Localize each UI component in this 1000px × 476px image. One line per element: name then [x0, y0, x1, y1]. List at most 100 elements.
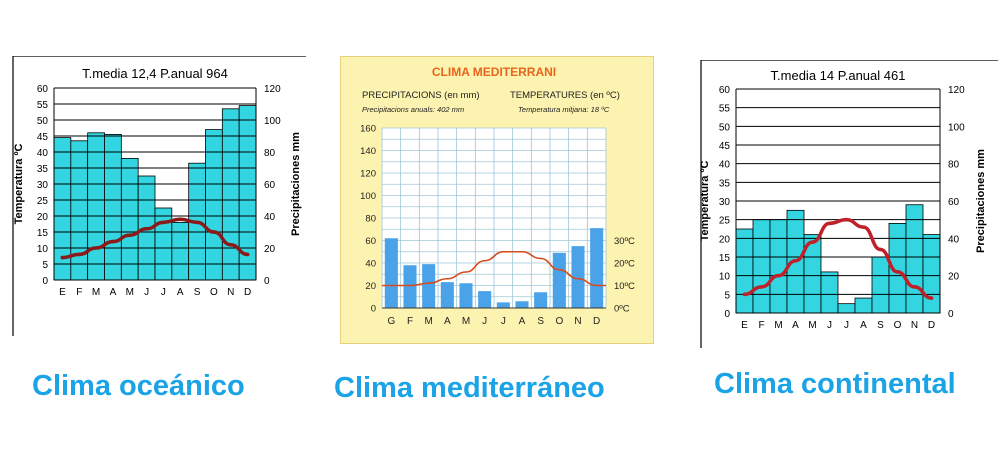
month-label-N: N [574, 316, 581, 327]
left-tick-label: 20 [719, 234, 731, 245]
month-label-M: M [808, 320, 816, 331]
precipitation-bar-J [837, 303, 856, 314]
left-tick-label: 80 [365, 214, 376, 225]
left-tick-label: 0 [724, 309, 730, 320]
chart-oceanic-svg: T.media 12,4 P.anual 964 0 5 10 15 20 25 30 35 40… [12, 55, 306, 336]
precipitation-annual: Precipitacions anuals: 402 mm [362, 105, 464, 114]
precipitation-bar-A [104, 134, 122, 281]
left-tick-label: 30 [37, 180, 49, 191]
month-label-A: A [444, 316, 451, 327]
precipitation-bar-F [752, 219, 771, 314]
month-label-A: A [792, 320, 799, 331]
temperature-point-E [742, 292, 747, 297]
left-tick-label: 10 [37, 244, 49, 255]
left-tick-label: 60 [719, 85, 731, 96]
temperature-title: TEMPERATURES (en ºC) [510, 90, 620, 101]
month-label-M: M [462, 316, 470, 327]
temperature-point-A [111, 239, 115, 244]
temperature-point-D [929, 296, 934, 300]
left-tick-label: 20 [365, 281, 376, 292]
left-tick-label: 45 [719, 141, 731, 152]
left-tick-label: 40 [37, 148, 49, 159]
precipitation-bar-G [384, 238, 398, 308]
right-tick-label: 120 [948, 85, 965, 96]
left-tick-label: 100 [360, 191, 376, 202]
precipitation-bar-D [590, 228, 604, 308]
right-tick-label: 10ºC [614, 281, 635, 292]
month-label-J: J [144, 287, 149, 298]
right-tick-label: 100 [948, 122, 965, 133]
right-tick-label: 60 [948, 197, 960, 208]
precipitation-bar-A [440, 282, 454, 308]
temperature-point-N [228, 243, 233, 247]
left-tick-label: 25 [37, 196, 49, 207]
precipitation-bar-M [459, 283, 473, 308]
precipitation-bar-M [769, 219, 788, 314]
left-tick-label: 20 [37, 212, 49, 223]
left-tick-label: 35 [719, 178, 731, 189]
month-label-M: M [92, 287, 100, 298]
left-tick-label: 15 [719, 253, 731, 264]
right-tick-label: 100 [264, 116, 281, 127]
temperature-point-M [94, 246, 98, 250]
month-label-A: A [860, 320, 867, 331]
month-label-D: D [928, 320, 935, 331]
temperature-point-J [827, 221, 832, 226]
caption-oceanic: Clima oceánico [32, 370, 245, 402]
month-label-O: O [894, 320, 902, 331]
precipitation-title: PRECIPITACIONS (en mm) [362, 90, 480, 101]
precipitation-bar-J [496, 302, 510, 308]
month-label-J: J [827, 320, 832, 331]
left-tick-label: 45 [37, 132, 49, 143]
temperature-point-F [77, 252, 82, 257]
right-tick-label: 120 [264, 84, 281, 95]
precipitation-bar-S [871, 256, 890, 314]
temperature-point-M [776, 273, 781, 278]
right-tick-label: 80 [948, 160, 960, 171]
precipitation-bar-A [171, 221, 190, 281]
precipitation-bar-M [120, 158, 139, 281]
right-tick-label: 0ºC [614, 304, 630, 315]
precipitation-bar-A [515, 301, 529, 308]
right-tick-label: 0 [948, 309, 954, 320]
temperature-point-D [245, 252, 250, 257]
chart-continental: T.media 14 P.anual 461 0 5 10 15 20 25 30 35 40 45… [699, 59, 1000, 350]
caption-continental: Clima continental [714, 368, 956, 400]
precipitation-bar-J [154, 207, 173, 281]
left-tick-label: 50 [37, 116, 49, 127]
left-tick-label: 55 [37, 100, 49, 111]
temperature-point-J [161, 220, 166, 225]
month-label-D: D [244, 287, 251, 298]
temperature-point-J [144, 227, 149, 231]
month-label-N: N [911, 320, 918, 331]
precipitation-bar-M [87, 132, 105, 281]
temperature-point-N [912, 285, 917, 289]
left-tick-label: 60 [365, 236, 376, 247]
temperature-point-O [895, 270, 900, 274]
precipitation-bar-A [854, 297, 873, 314]
month-label-A: A [110, 287, 117, 298]
month-label-F: F [76, 287, 82, 298]
left-tick-label: 15 [37, 228, 49, 239]
temperature-point-E [60, 255, 65, 260]
month-label-S: S [194, 287, 201, 298]
left-tick-label: 50 [719, 122, 731, 133]
temperature-mean: Temperatura mitjana: 18 ºC [518, 105, 610, 114]
left-tick-label: 0 [42, 276, 48, 287]
precipitation-bar-F [70, 140, 89, 281]
month-label-E: E [741, 320, 748, 331]
right-tick-label: 80 [264, 148, 276, 159]
temperature-point-M [810, 240, 815, 244]
month-label-M: M [126, 287, 134, 298]
temperature-line [742, 217, 934, 300]
precipitation-bar-N [905, 204, 924, 314]
month-label-E: E [59, 287, 66, 298]
precipitation-bar-E [735, 228, 754, 314]
month-label-N: N [227, 287, 234, 298]
month-label-G: G [387, 316, 395, 327]
precipitation-bar-J [478, 291, 492, 308]
temperature-point-S [878, 247, 883, 252]
temperature-point-M [127, 233, 132, 237]
month-label-O: O [210, 287, 218, 298]
month-label-A: A [177, 287, 184, 298]
